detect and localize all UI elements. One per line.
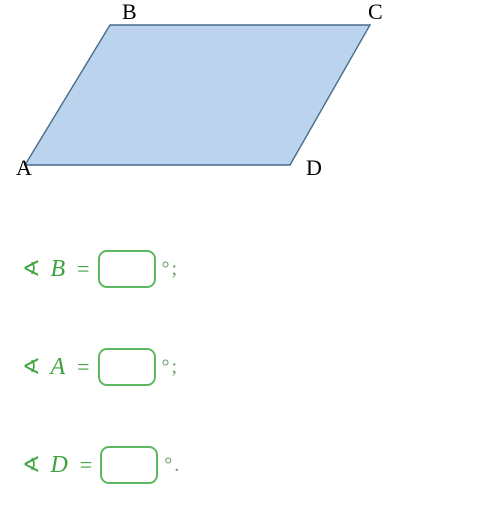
equals-sign: = xyxy=(77,354,89,380)
equals-sign: = xyxy=(77,256,89,282)
angle-input-B[interactable] xyxy=(98,250,156,288)
vertex-label-B: B xyxy=(122,0,137,25)
answer-row-B: ∢ B = ° ; xyxy=(22,250,500,288)
answer-rows: ∢ B = ° ; ∢ A = ° ; ∢ D = ° . xyxy=(0,250,500,484)
vertex-label-C: C xyxy=(368,0,383,25)
vertex-label-D: D xyxy=(306,155,322,181)
degree-symbol: ° xyxy=(164,454,172,477)
vertex-label-A: A xyxy=(16,155,32,181)
angle-icon: ∢ xyxy=(22,452,40,478)
answer-row-A: ∢ A = ° ; xyxy=(22,348,500,386)
angle-input-A[interactable] xyxy=(98,348,156,386)
parallelogram-shape xyxy=(25,25,370,165)
angle-icon: ∢ xyxy=(22,354,40,380)
angle-input-D[interactable] xyxy=(100,446,158,484)
angle-var-label: A xyxy=(50,354,65,381)
row-terminator: ; xyxy=(172,258,178,281)
angle-icon: ∢ xyxy=(22,256,40,282)
equals-sign: = xyxy=(80,452,92,478)
parallelogram-figure: A B C D xyxy=(10,5,390,195)
parallelogram-svg xyxy=(10,5,390,195)
degree-symbol: ° xyxy=(162,258,170,281)
angle-var-label: B xyxy=(50,256,65,283)
degree-symbol: ° xyxy=(162,356,170,379)
answer-row-D: ∢ D = ° . xyxy=(22,446,500,484)
row-terminator: ; xyxy=(172,356,178,379)
angle-var-label: D xyxy=(50,452,67,479)
row-terminator: . xyxy=(174,454,179,477)
